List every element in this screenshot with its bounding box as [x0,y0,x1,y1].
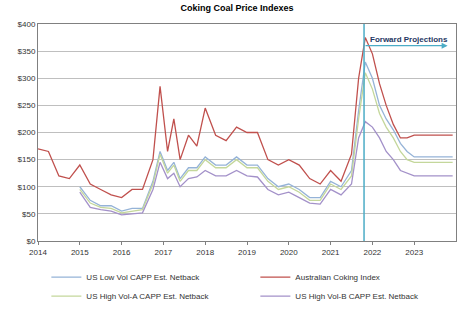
svg-text:Australian Coking Index: Australian Coking Index [295,273,380,282]
svg-text:US High Vol-B CAPP Est. Netbac: US High Vol-B CAPP Est. Netback [295,292,419,301]
svg-text:2016: 2016 [113,248,131,257]
svg-text:2020: 2020 [280,248,298,257]
svg-text:2022: 2022 [364,248,382,257]
svg-text:$150: $150 [18,155,36,164]
svg-text:Forward Projections: Forward Projections [370,35,448,44]
svg-text:$50: $50 [22,210,36,219]
svg-text:2021: 2021 [322,248,340,257]
svg-text:$350: $350 [18,47,36,56]
svg-text:Coking Coal Price Indexes: Coking Coal Price Indexes [180,3,293,13]
svg-text:US High Vol-A CAPP Est. Netbac: US High Vol-A CAPP Est. Netback [86,292,209,301]
svg-text:2023: 2023 [405,248,423,257]
svg-text:$250: $250 [18,101,36,110]
svg-text:US Low Vol CAPP Est. Netback: US Low Vol CAPP Est. Netback [86,273,200,282]
svg-text:$300: $300 [18,74,36,83]
svg-text:2017: 2017 [155,248,173,257]
svg-text:$200: $200 [18,128,36,137]
svg-text:2019: 2019 [238,248,256,257]
svg-text:$100: $100 [18,183,36,192]
svg-text:$0: $0 [26,237,35,246]
svg-text:$400: $400 [18,20,36,29]
svg-text:2018: 2018 [196,248,214,257]
svg-text:2015: 2015 [71,248,89,257]
svg-text:2014: 2014 [29,248,47,257]
